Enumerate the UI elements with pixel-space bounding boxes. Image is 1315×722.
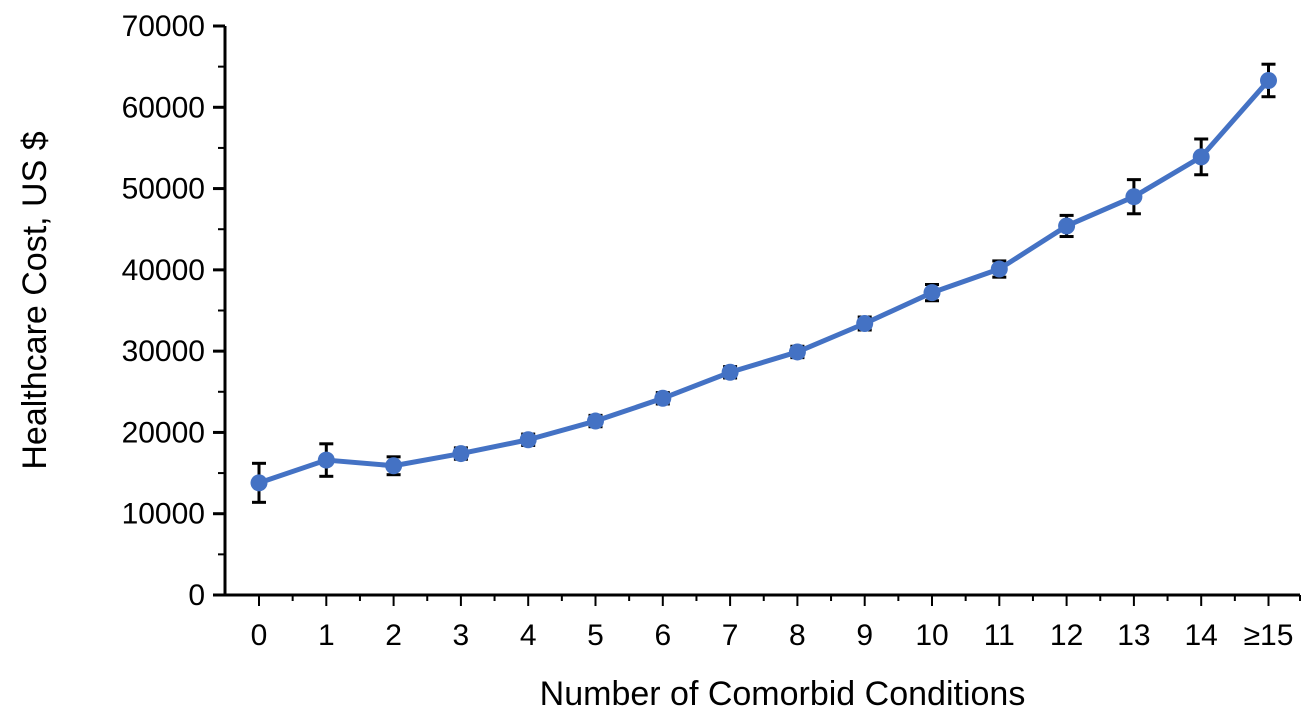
y-tick-label: 40000 (122, 254, 205, 287)
data-point (856, 315, 874, 333)
x-axis-ticks: 0 1 2 3 4 5 6 7 8 9 10 11 12 13 14 ≥15 (251, 595, 1301, 652)
y-tick-label: 50000 (122, 173, 205, 206)
x-tick-label: 1 (318, 619, 335, 652)
y-tick-label: 10000 (122, 498, 205, 531)
data-point (452, 445, 470, 463)
x-tick-label: 6 (654, 619, 671, 652)
x-axis-title: Number of Comorbid Conditions (540, 675, 1026, 713)
data-point (587, 412, 604, 430)
data-point (1192, 148, 1210, 166)
data-point (721, 363, 739, 381)
x-tick-label: 4 (520, 619, 537, 652)
data-point (990, 260, 1008, 278)
error-bars (252, 62, 1276, 504)
x-tick-label: ≥15 (1244, 619, 1294, 652)
x-tick-label: 0 (251, 619, 268, 652)
x-tick-label: 13 (1117, 619, 1150, 652)
data-point (1125, 188, 1143, 206)
y-tick-label: 0 (188, 579, 205, 612)
y-axis-title: Healthcare Cost, US $ (16, 131, 54, 469)
x-tick-label: 8 (789, 619, 806, 652)
data-point (1260, 71, 1277, 89)
x-tick-label: 14 (1185, 619, 1218, 652)
y-tick-label: 30000 (122, 335, 205, 368)
y-tick-label: 20000 (122, 416, 205, 449)
data-point (250, 474, 268, 492)
data-point (788, 343, 806, 361)
data-point (654, 389, 672, 407)
x-tick-label: 10 (915, 619, 948, 652)
data-point (385, 457, 403, 475)
x-tick-label: 9 (856, 619, 873, 652)
data-point (923, 284, 941, 302)
x-tick-label: 11 (984, 619, 1015, 652)
series-line (258, 78, 1271, 486)
data-point (1058, 217, 1076, 235)
y-axis-ticks: 0 10000 20000 30000 40000 50000 60000 70000 (122, 10, 225, 612)
data-points (250, 71, 1277, 492)
x-tick-label: 2 (385, 619, 402, 652)
y-tick-label: 70000 (122, 10, 205, 43)
data-point (519, 431, 537, 449)
x-tick-label: 5 (587, 619, 604, 652)
x-tick-label: 3 (453, 619, 470, 652)
x-tick-label: 7 (722, 619, 739, 652)
axes (223, 26, 1300, 597)
x-tick-label: 12 (1050, 619, 1083, 652)
data-point (317, 451, 335, 469)
y-tick-label: 60000 (122, 91, 205, 124)
